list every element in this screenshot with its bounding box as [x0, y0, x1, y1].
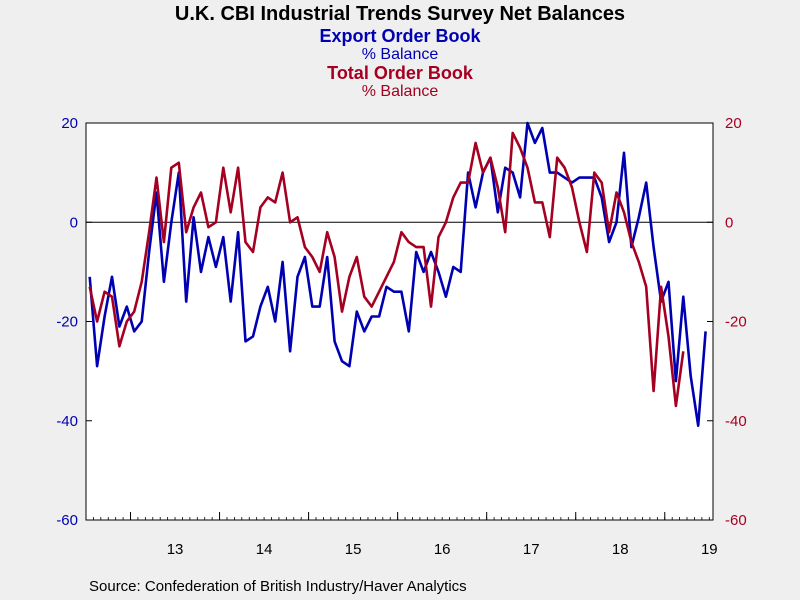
series-title-total: Total Order Book: [327, 63, 473, 83]
right-axis-tick-label: -20: [725, 314, 747, 331]
source-note: Source: Confederation of British Industr…: [89, 578, 467, 595]
right-axis-tick-label: 20: [725, 115, 742, 132]
series-unit-total: % Balance: [361, 83, 439, 100]
x-axis-tick-label: 15: [345, 541, 362, 558]
series-title-export: Export Order Book: [319, 26, 481, 46]
series-line-export-order-book: [88, 121, 707, 428]
x-axis-tick-label: 13: [167, 541, 184, 558]
x-axis-tick-label: 19: [701, 541, 718, 558]
chart-title: U.K. CBI Industrial Trends Survey Net Ba…: [174, 3, 626, 25]
right-axis-tick-label: 0: [725, 214, 733, 231]
x-axis-tick-label: 18: [612, 541, 629, 558]
right-axis-tick-label: -40: [725, 413, 747, 430]
series-unit-export: % Balance: [361, 46, 439, 63]
x-axis-tick-label: 17: [523, 541, 540, 558]
left-axis-tick-label: 20: [61, 115, 78, 132]
left-axis-tick-label: -40: [56, 413, 78, 430]
series-line-total-order-book: [88, 131, 685, 408]
x-axis-tick-label: 14: [256, 541, 273, 558]
x-axis-tick-label: 16: [434, 541, 451, 558]
plot-area: [86, 123, 713, 520]
left-axis-tick-label: 0: [70, 214, 78, 231]
right-axis-tick-label: -60: [725, 512, 747, 529]
left-axis-tick-label: -20: [56, 314, 78, 331]
left-axis-tick-label: -60: [56, 512, 78, 529]
chart-title-block: U.K. CBI Industrial Trends Survey Net Ba…: [0, 2, 800, 100]
